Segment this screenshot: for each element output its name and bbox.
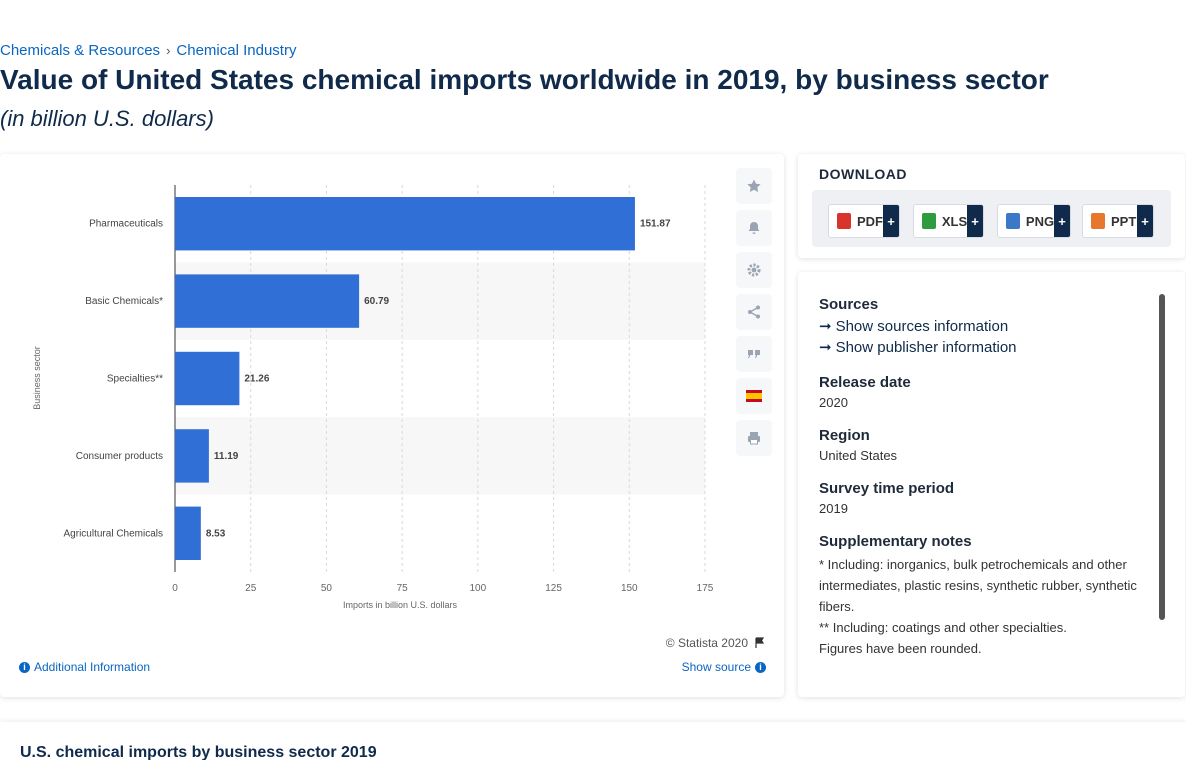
x-tick-label: 150 — [621, 583, 638, 594]
download-pdf-label: PDF — [857, 213, 883, 229]
bar — [175, 274, 360, 328]
show-sources-label: Show sources information — [835, 317, 1009, 335]
chart-card: 0 25 50 75 100 125 150 175 Pharmaceuticals 151.87… — [0, 154, 784, 697]
sources-heading: Sources — [819, 296, 879, 313]
credit-text: © Statista 2020 — [665, 636, 748, 650]
png-file-icon — [1006, 213, 1020, 229]
survey-period-value: 2019 — [819, 501, 848, 516]
details-card: Sources ➞ Show sources information ➞ Sho… — [798, 272, 1185, 697]
bar — [175, 429, 209, 483]
y-axis-label: Business sector — [32, 346, 42, 410]
survey-period-heading: Survey time period — [819, 480, 955, 497]
pdf-file-icon — [837, 213, 851, 229]
breadcrumb-link-chemical-industry[interactable]: Chemical Industry — [176, 42, 297, 59]
category-label: Agricultural Chemicals — [64, 528, 163, 539]
x-tick-label: 125 — [545, 583, 562, 594]
download-xls-label: XLS — [941, 213, 968, 229]
chart-band — [175, 417, 705, 495]
page-subtitle: (in billion U.S. dollars) — [0, 106, 214, 131]
release-date-value: 2020 — [819, 395, 848, 410]
show-source-link[interactable]: Show source i — [682, 660, 766, 674]
show-source-label: Show source — [681, 660, 751, 674]
category-label: Specialties** — [107, 374, 163, 385]
flag-icon[interactable] — [754, 637, 766, 649]
bar — [175, 506, 201, 561]
download-card: DOWNLOAD PDF + XLS + PNG + PPT + — [798, 154, 1185, 258]
download-bar: PDF + XLS + PNG + PPT + — [812, 190, 1171, 247]
region-heading: Region — [819, 427, 870, 444]
x-tick-label: 0 — [172, 583, 178, 594]
related-section-heading: U.S. chemical imports by business sector… — [20, 744, 377, 760]
download-xls-button[interactable]: XLS + — [913, 204, 984, 238]
share-icon[interactable] — [736, 294, 772, 330]
category-label: Basic Chemicals* — [85, 296, 163, 307]
breadcrumb-link-chemicals-resources[interactable]: Chemicals & Resources — [0, 42, 161, 59]
page-title: Value of United States chemical imports … — [0, 64, 1049, 95]
data-label: 21.26 — [244, 374, 269, 385]
supplementary-notes-heading: Supplementary notes — [819, 533, 972, 550]
details-scrollbar[interactable] — [1159, 294, 1165, 620]
bar — [175, 351, 240, 406]
show-sources-link[interactable]: ➞ Show sources information — [819, 317, 1139, 336]
category-label: Pharmaceuticals — [89, 219, 163, 230]
download-ppt-button[interactable]: PPT + — [1082, 204, 1154, 238]
category-label: Consumer products — [76, 451, 163, 462]
download-png-button[interactable]: PNG + — [997, 204, 1071, 238]
statista-credit: © Statista 2020 — [666, 636, 766, 650]
info-icon: i — [19, 661, 30, 673]
additional-info-label: Additional Information — [34, 660, 151, 674]
arrow-right-icon: ➞ — [819, 318, 832, 335]
data-label: 151.87 — [640, 219, 671, 230]
x-tick-label: 100 — [470, 583, 487, 594]
data-label: 60.79 — [364, 296, 389, 307]
data-label: 8.53 — [206, 528, 226, 539]
bar-chart: 0 25 50 75 100 125 150 175 Pharmaceuticals 151.87… — [32, 185, 714, 610]
breadcrumb-separator: › — [166, 43, 171, 58]
related-section: U.S. chemical imports by business sector… — [0, 722, 1186, 760]
quote-icon[interactable] — [736, 336, 772, 372]
xls-file-icon — [922, 213, 936, 229]
download-ppt-label: PPT — [1111, 213, 1137, 229]
data-label: 11.19 — [214, 451, 239, 462]
info-icon: i — [755, 661, 766, 673]
bar — [175, 196, 635, 251]
download-png-label: PNG — [1025, 213, 1055, 229]
spain-flag-icon[interactable] — [736, 378, 772, 414]
x-tick-label: 75 — [397, 583, 409, 594]
download-pdf-button[interactable]: PDF + — [828, 204, 900, 238]
arrow-right-icon: ➞ — [819, 339, 832, 356]
download-title: DOWNLOAD — [819, 166, 907, 182]
ppt-file-icon — [1091, 213, 1105, 229]
gear-icon[interactable] — [736, 252, 772, 288]
supplementary-note-3: Figures have been rounded. — [819, 641, 982, 656]
print-icon[interactable] — [736, 420, 772, 456]
plus-icon: + — [1137, 205, 1153, 237]
show-publisher-label: Show publisher information — [835, 338, 1017, 356]
details-content: Sources ➞ Show sources information ➞ Sho… — [819, 296, 1139, 659]
plus-icon: + — [1054, 205, 1070, 237]
plus-icon: + — [967, 205, 983, 237]
star-icon[interactable] — [736, 168, 772, 204]
plus-icon: + — [883, 205, 899, 237]
x-tick-label: 175 — [697, 583, 714, 594]
chart-toolbar — [736, 168, 772, 456]
x-tick-label: 25 — [245, 583, 257, 594]
breadcrumb: Chemicals & Resources › Chemical Industr… — [0, 42, 296, 59]
bell-icon[interactable] — [736, 210, 772, 246]
region-value: United States — [819, 448, 898, 463]
release-date-heading: Release date — [819, 374, 911, 391]
x-tick-label: 50 — [321, 583, 333, 594]
show-publisher-link[interactable]: ➞ Show publisher information — [819, 338, 1139, 357]
supplementary-note-1: * Including: inorganics, bulk petrochemi… — [819, 557, 1137, 614]
additional-info-link[interactable]: i Additional Information — [19, 660, 150, 674]
supplementary-note-2: ** Including: coatings and other special… — [819, 620, 1067, 635]
x-axis-label: Imports in billion U.S. dollars — [343, 600, 458, 610]
